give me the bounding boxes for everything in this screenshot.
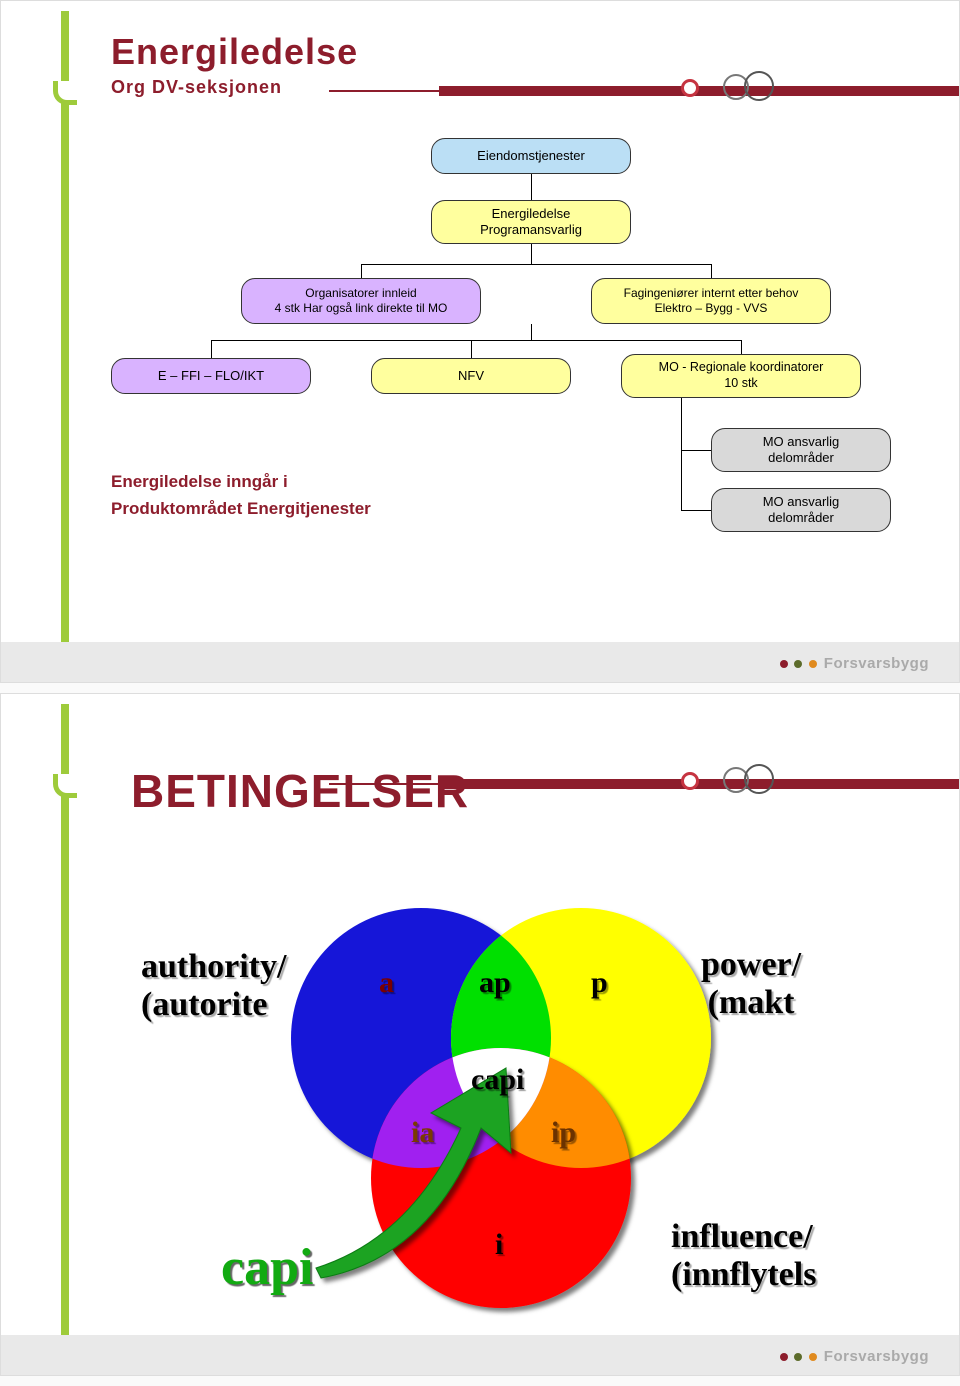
box-line2: delområder — [768, 510, 834, 526]
connector — [361, 264, 711, 265]
label-line: power/ — [701, 946, 801, 984]
label-line: authority/ — [141, 948, 286, 986]
box-label: NFV — [458, 368, 484, 384]
connector — [361, 264, 362, 278]
slide1-title: Energiledelse — [111, 31, 929, 73]
venn-diagram: authority/ (autorite power/ (makt influe… — [111, 858, 929, 1378]
ring-red-icon — [681, 772, 699, 790]
box-mo-regionale: MO - Regionale koordinatorer 10 stk — [621, 354, 861, 398]
box-label: Eiendomstjenester — [477, 148, 585, 164]
dot-icon — [780, 660, 788, 668]
footer-brand: Forsvarsbygg — [824, 655, 929, 672]
seg-capi: capi — [471, 1063, 524, 1097]
capi-green-label: capi — [221, 1238, 313, 1297]
seg-ap: ap — [479, 966, 511, 1000]
slide2-title: BETINGELSER — [131, 764, 929, 818]
label-line: (autorite — [141, 986, 286, 1024]
footer-logo: Forsvarsbygg — [780, 1348, 929, 1365]
side-notch — [53, 774, 77, 798]
box-effi: E – FFI – FLO/IKT — [111, 358, 311, 394]
box-line1: Energiledelse — [492, 206, 571, 222]
box-line2: delområder — [768, 450, 834, 466]
connector — [681, 398, 682, 510]
box-eiendomstjenester: Eiendomstjenester — [431, 138, 631, 174]
box-line2: 10 stk — [724, 376, 757, 392]
seg-i: i — [495, 1228, 503, 1262]
box-line2: Programansvarlig — [480, 222, 582, 238]
dot-icon — [794, 660, 802, 668]
box-line2: 4 stk Har også link direkte til MO — [275, 301, 448, 316]
box-programansvarlig: Energiledelse Programansvarlig — [431, 200, 631, 244]
box-label: E – FFI – FLO/IKT — [158, 368, 264, 384]
label-power: power/ (makt — [701, 946, 801, 1022]
connector — [531, 324, 532, 340]
connector — [471, 340, 472, 358]
connector — [211, 340, 212, 358]
connector — [211, 340, 741, 341]
box-organisatorer: Organisatorer innleid 4 stk Har også lin… — [241, 278, 481, 324]
connector — [741, 340, 742, 354]
note-line2: Produktområdet Energitjenester — [111, 495, 371, 522]
box-nfv: NFV — [371, 358, 571, 394]
label-influence: influence/ (innflytels — [671, 1218, 816, 1294]
side-accent-bar — [61, 704, 69, 1345]
note-block: Energiledelse inngår i Produktområdet En… — [111, 468, 371, 522]
label-line: (innflytels — [671, 1256, 816, 1294]
box-line1: MO ansvarlig — [763, 494, 840, 510]
ring-red-icon — [681, 79, 699, 97]
label-line: influence/ — [671, 1218, 816, 1256]
note-line1: Energiledelse inngår i — [111, 468, 371, 495]
box-line1: MO - Regionale koordinatorer — [659, 360, 824, 376]
org-chart: Eiendomstjenester Energiledelse Programa… — [91, 138, 929, 518]
seg-ia: ia — [411, 1116, 434, 1150]
box-mo-ansvarlig-1: MO ansvarlig delområder — [711, 428, 891, 472]
label-line: (makt — [701, 984, 801, 1022]
box-mo-ansvarlig-2: MO ansvarlig delområder — [711, 488, 891, 532]
connector — [531, 174, 532, 200]
slide-org-chart: Energiledelse Org DV-seksjonen Eiendomst… — [0, 0, 960, 683]
header-stripe — [439, 779, 959, 789]
slide-venn: BETINGELSER — [0, 693, 960, 1376]
box-line1: Organisatorer innleid — [305, 286, 416, 301]
box-line1: MO ansvarlig — [763, 434, 840, 450]
seg-a: a — [379, 966, 394, 1000]
box-line1: Fagingeniører internt etter behov — [624, 286, 799, 301]
header-stripe — [439, 86, 959, 96]
connector — [681, 510, 711, 511]
dot-icon — [794, 1353, 802, 1361]
seg-p: p — [591, 966, 608, 1000]
connector — [531, 244, 532, 264]
box-fagingenior: Fagingeniører internt etter behov Elektr… — [591, 278, 831, 324]
seg-ip: ip — [551, 1116, 576, 1150]
connector — [681, 450, 711, 451]
venn-svg — [111, 858, 931, 1378]
side-accent-bar — [61, 11, 69, 652]
ring-grey2-icon — [744, 764, 774, 794]
ring-grey2-icon — [744, 71, 774, 101]
dot-icon — [809, 1353, 817, 1361]
side-notch — [53, 81, 77, 105]
dot-icon — [780, 1353, 788, 1361]
label-authority: authority/ (autorite — [141, 948, 286, 1024]
dot-icon — [809, 660, 817, 668]
connector — [711, 264, 712, 278]
footer-brand: Forsvarsbygg — [824, 1348, 929, 1365]
footer-logo: Forsvarsbygg — [780, 655, 929, 672]
box-line2: Elektro – Bygg - VVS — [655, 301, 768, 316]
